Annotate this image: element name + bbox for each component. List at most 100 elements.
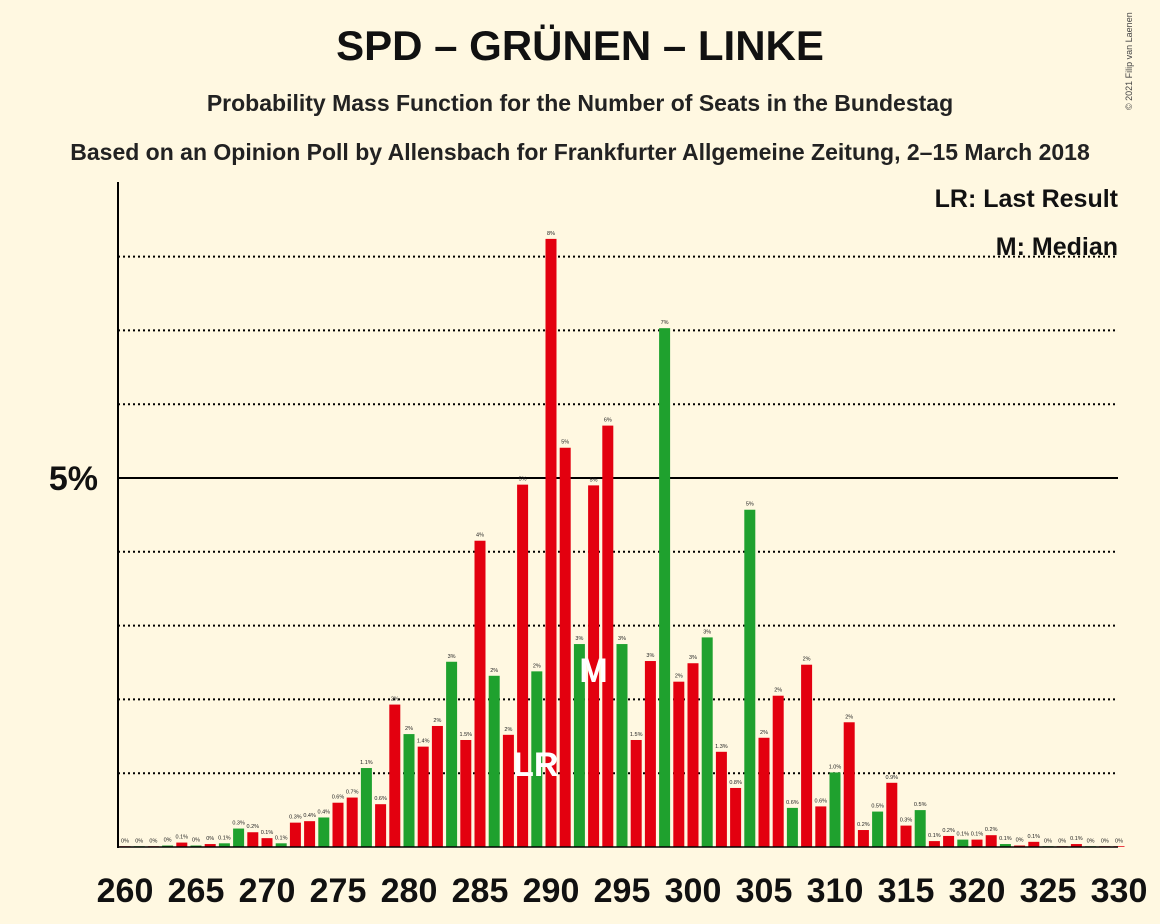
bar-value-label: 0.3%	[232, 821, 245, 827]
bar-seat-313	[872, 811, 884, 847]
bar-value-label: 1.5%	[630, 732, 643, 738]
bar-value-label: 0.8%	[729, 780, 742, 786]
bar-seat-269	[247, 832, 259, 847]
bar-seat-310	[829, 772, 841, 847]
bar-value-label: 0%	[121, 838, 129, 844]
bar-value-label: 0%	[1016, 838, 1024, 844]
bar-seat-307	[786, 807, 798, 847]
bar-seat-280	[403, 734, 415, 847]
bar-value-label: 5%	[746, 502, 754, 508]
bar-value-label: 2%	[405, 726, 413, 732]
bar-value-label: 2%	[533, 663, 541, 669]
bar-value-label: 0.2%	[942, 828, 955, 834]
bar-seat-270	[261, 838, 273, 847]
bar-seat-272	[289, 822, 301, 847]
bar-value-label: 0.6%	[786, 800, 799, 806]
bar-value-label: 0%	[164, 838, 172, 844]
x-tick-label: 285	[452, 872, 509, 910]
bar-seat-271	[275, 843, 287, 847]
bar-seat-302	[715, 751, 727, 847]
bar-seat-264	[176, 842, 188, 847]
bar-value-label: 2%	[803, 657, 811, 663]
bar-seat-266	[204, 844, 216, 847]
bar-value-label: 0%	[206, 836, 214, 842]
x-tick-label: 300	[665, 872, 722, 910]
bar-seat-315	[900, 825, 912, 847]
bar-seat-317	[928, 841, 940, 847]
axes-group: 260 265 270 275 280 285 290 295 300 305 310 315 320 3…	[97, 182, 1148, 910]
bar-value-label: 5%	[519, 477, 527, 483]
bar-seat-275	[332, 802, 344, 847]
bar-value-label: 1.4%	[417, 739, 430, 745]
bar-seat-316	[914, 810, 926, 847]
x-tick-label: 320	[949, 872, 1006, 910]
bar-value-label: 1.0%	[829, 764, 842, 770]
bar-value-label: 3%	[575, 636, 583, 642]
bar-seat-287	[502, 734, 514, 847]
bar-seat-268	[233, 828, 245, 847]
bar-seat-276	[346, 797, 358, 847]
bar-value-label: 0.6%	[332, 795, 345, 801]
bar-seat-273	[304, 821, 316, 847]
bar-value-label: 0.5%	[914, 802, 927, 808]
bar-value-label: 0.1%	[999, 836, 1012, 842]
chart-title: SPD – GRÜNEN – LINKE	[336, 22, 824, 69]
x-tick-label: 280	[381, 872, 438, 910]
x-tick-label: 270	[239, 872, 296, 910]
x-tick-label: 295	[594, 872, 651, 910]
bar-seat-295	[616, 644, 628, 847]
bar-value-label: 2%	[391, 697, 399, 703]
bar-seat-277	[360, 768, 372, 847]
bar-seat-291	[559, 447, 571, 847]
bar-value-label: 0.5%	[871, 804, 884, 810]
bar-seat-318	[943, 835, 955, 847]
bar-seat-306	[772, 695, 784, 847]
bar-value-label: 0.1%	[957, 832, 970, 838]
bar-seat-324	[1028, 841, 1040, 847]
bar-seat-292	[573, 644, 585, 847]
bar-seat-282	[431, 725, 443, 847]
x-tick-label: 275	[310, 872, 367, 910]
x-tick-label: 310	[807, 872, 864, 910]
bar-seat-288	[517, 484, 529, 847]
bar-value-label: 0.1%	[261, 830, 274, 836]
bar-value-label: 1.5%	[460, 732, 473, 738]
bar-value-label: 0%	[1058, 838, 1066, 844]
bar-value-label: 4%	[476, 533, 484, 539]
bar-seat-300	[687, 663, 699, 847]
bar-seat-290	[545, 238, 557, 847]
bar-seat-303	[730, 787, 742, 847]
bar-value-label: 0.4%	[303, 813, 316, 819]
x-tick-label: 325	[1020, 872, 1077, 910]
bar-value-label: 0.4%	[318, 809, 331, 815]
last-result-marker: LR	[513, 746, 558, 784]
bar-value-label: 2%	[490, 668, 498, 674]
bar-seat-283	[446, 661, 458, 847]
x-tick-label: 330	[1091, 872, 1148, 910]
markers-group: M LR	[513, 652, 608, 784]
bar-seat-327	[1070, 844, 1082, 847]
bar-seat-293	[588, 485, 600, 847]
median-marker: M	[579, 652, 607, 690]
bar-value-label: 0.1%	[275, 835, 288, 841]
bar-value-label: 2%	[774, 688, 782, 694]
bar-value-label: 0.1%	[1028, 834, 1041, 840]
bar-value-label: 8%	[547, 231, 555, 237]
bar-seat-309	[815, 806, 827, 847]
bar-value-label: 2%	[433, 718, 441, 724]
bar-value-label: 0.1%	[218, 835, 231, 841]
bar-seat-305	[758, 737, 770, 847]
bar-seat-321	[985, 835, 997, 847]
bar-value-label: 3%	[618, 636, 626, 642]
bars-group	[119, 238, 1125, 847]
bar-seat-320	[971, 839, 983, 847]
bar-value-label: 0.1%	[176, 835, 189, 841]
bar-value-label: 2%	[845, 714, 853, 720]
y-tick-label: 5%	[49, 460, 98, 498]
bar-value-label: 3%	[689, 655, 697, 661]
bar-seat-330	[1113, 846, 1125, 847]
bar-value-label: 0.2%	[247, 824, 260, 830]
bar-seat-296	[630, 739, 642, 847]
bar-seat-322	[999, 844, 1011, 847]
